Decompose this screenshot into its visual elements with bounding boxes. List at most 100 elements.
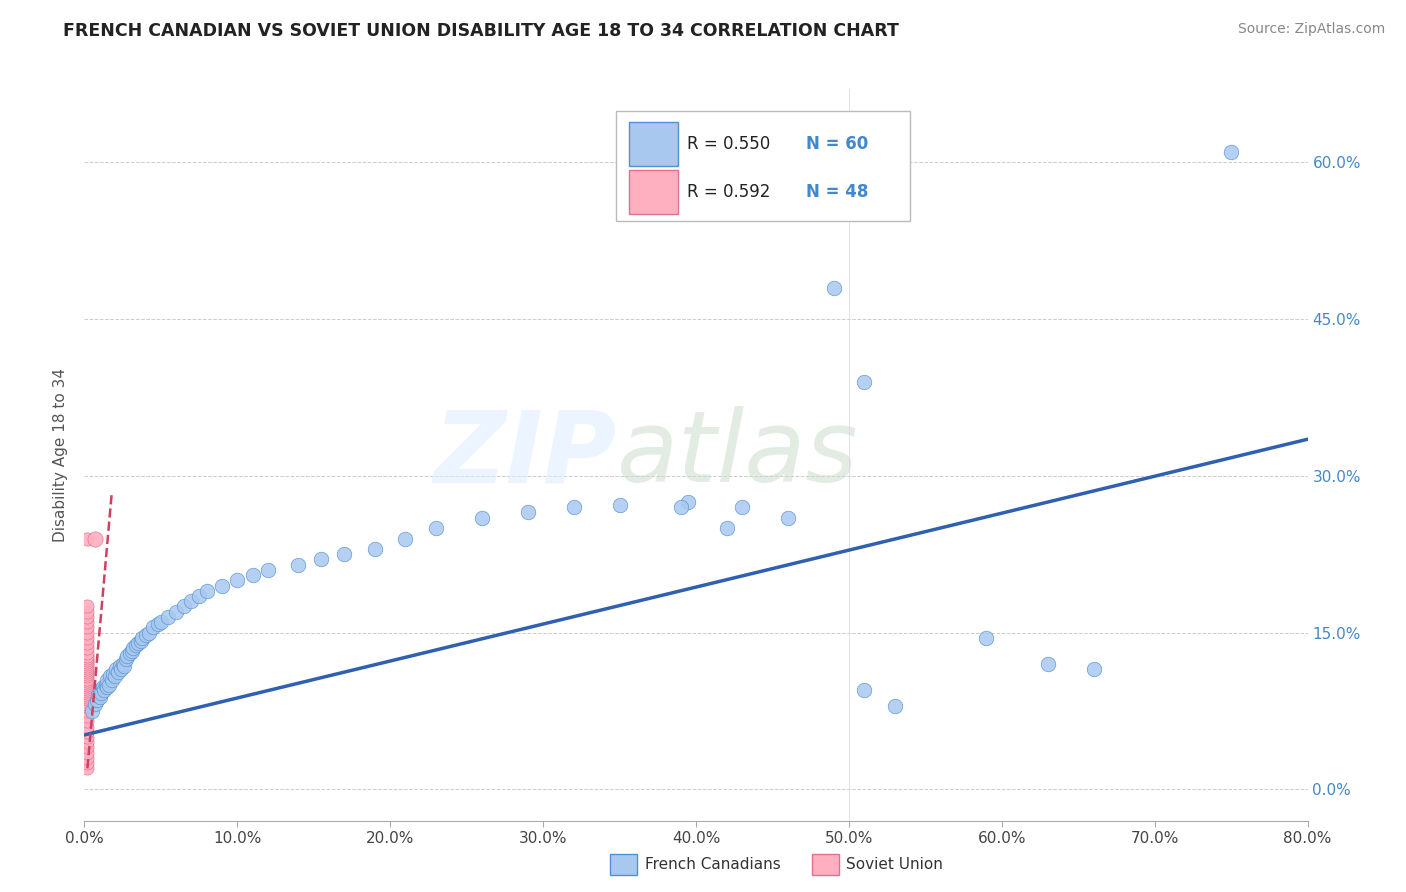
Point — [76, 648, 98, 663]
Point — [76, 620, 98, 634]
Point — [98, 669, 121, 683]
Point — [87, 688, 110, 702]
Point — [211, 578, 233, 592]
Point — [129, 634, 152, 648]
Point — [76, 751, 98, 765]
Point — [1083, 662, 1105, 676]
Point — [157, 610, 180, 624]
FancyBboxPatch shape — [610, 854, 637, 876]
Point — [76, 681, 98, 696]
Point — [471, 510, 494, 524]
Point — [89, 683, 111, 698]
Point — [76, 532, 98, 546]
Point — [242, 568, 264, 582]
Point — [716, 521, 738, 535]
Text: French Canadians: French Canadians — [644, 857, 780, 872]
Point — [127, 636, 149, 650]
Point — [97, 678, 120, 692]
Y-axis label: Disability Age 18 to 34: Disability Age 18 to 34 — [53, 368, 69, 542]
Point — [80, 704, 103, 718]
Point — [120, 647, 142, 661]
Point — [394, 532, 416, 546]
Point — [76, 667, 98, 681]
Text: Source: ZipAtlas.com: Source: ZipAtlas.com — [1237, 22, 1385, 37]
Point — [101, 673, 124, 687]
Point — [364, 541, 387, 556]
Point — [76, 610, 98, 624]
Point — [1220, 145, 1243, 159]
FancyBboxPatch shape — [616, 112, 910, 221]
Point — [76, 605, 98, 619]
Point — [76, 690, 98, 705]
Point — [76, 663, 98, 677]
FancyBboxPatch shape — [813, 854, 839, 876]
Point — [853, 375, 876, 389]
Point — [287, 558, 309, 572]
Point — [976, 631, 998, 645]
Point — [131, 631, 153, 645]
Point — [93, 683, 115, 698]
Point — [115, 648, 138, 663]
Point — [121, 644, 143, 658]
Point — [76, 655, 98, 669]
Point — [76, 684, 98, 698]
Point — [94, 678, 117, 692]
Point — [107, 665, 129, 680]
Point — [76, 694, 98, 708]
Point — [86, 693, 108, 707]
FancyBboxPatch shape — [628, 169, 678, 213]
Text: FRENCH CANADIAN VS SOVIET UNION DISABILITY AGE 18 TO 34 CORRELATION CHART: FRENCH CANADIAN VS SOVIET UNION DISABILI… — [63, 22, 900, 40]
Point — [76, 740, 98, 755]
Point — [105, 662, 128, 676]
Point — [76, 672, 98, 686]
Point — [76, 615, 98, 629]
Point — [76, 673, 98, 688]
Point — [76, 599, 98, 614]
Point — [76, 714, 98, 729]
Point — [76, 746, 98, 760]
Point — [96, 673, 118, 687]
Point — [173, 599, 195, 614]
Point — [96, 680, 118, 694]
Point — [103, 667, 125, 681]
Point — [149, 615, 172, 629]
Point — [76, 724, 98, 739]
Point — [142, 620, 165, 634]
Point — [76, 665, 98, 680]
Point — [776, 510, 799, 524]
Point — [669, 500, 692, 515]
Point — [165, 605, 187, 619]
Point — [76, 675, 98, 690]
Point — [84, 532, 107, 546]
Point — [76, 636, 98, 650]
Point — [425, 521, 447, 535]
Text: R = 0.550: R = 0.550 — [688, 135, 770, 153]
Point — [562, 500, 585, 515]
Point — [90, 686, 112, 700]
Point — [76, 730, 98, 744]
Point — [89, 690, 111, 705]
Point — [76, 692, 98, 706]
Point — [823, 281, 845, 295]
Point — [108, 659, 131, 673]
Point — [76, 661, 98, 675]
Point — [853, 683, 876, 698]
Point — [678, 495, 700, 509]
Text: N = 48: N = 48 — [806, 183, 869, 201]
Point — [114, 651, 136, 665]
Point — [76, 756, 98, 771]
FancyBboxPatch shape — [628, 122, 678, 166]
Point — [76, 720, 98, 734]
Point — [731, 500, 754, 515]
Point — [84, 697, 107, 711]
Point — [188, 589, 211, 603]
Point — [76, 678, 98, 692]
Point — [110, 662, 132, 676]
Point — [76, 704, 98, 718]
Point — [76, 686, 98, 700]
Point — [76, 688, 98, 702]
Point — [104, 669, 127, 683]
Point — [76, 631, 98, 645]
Point — [76, 735, 98, 749]
Point — [76, 761, 98, 775]
